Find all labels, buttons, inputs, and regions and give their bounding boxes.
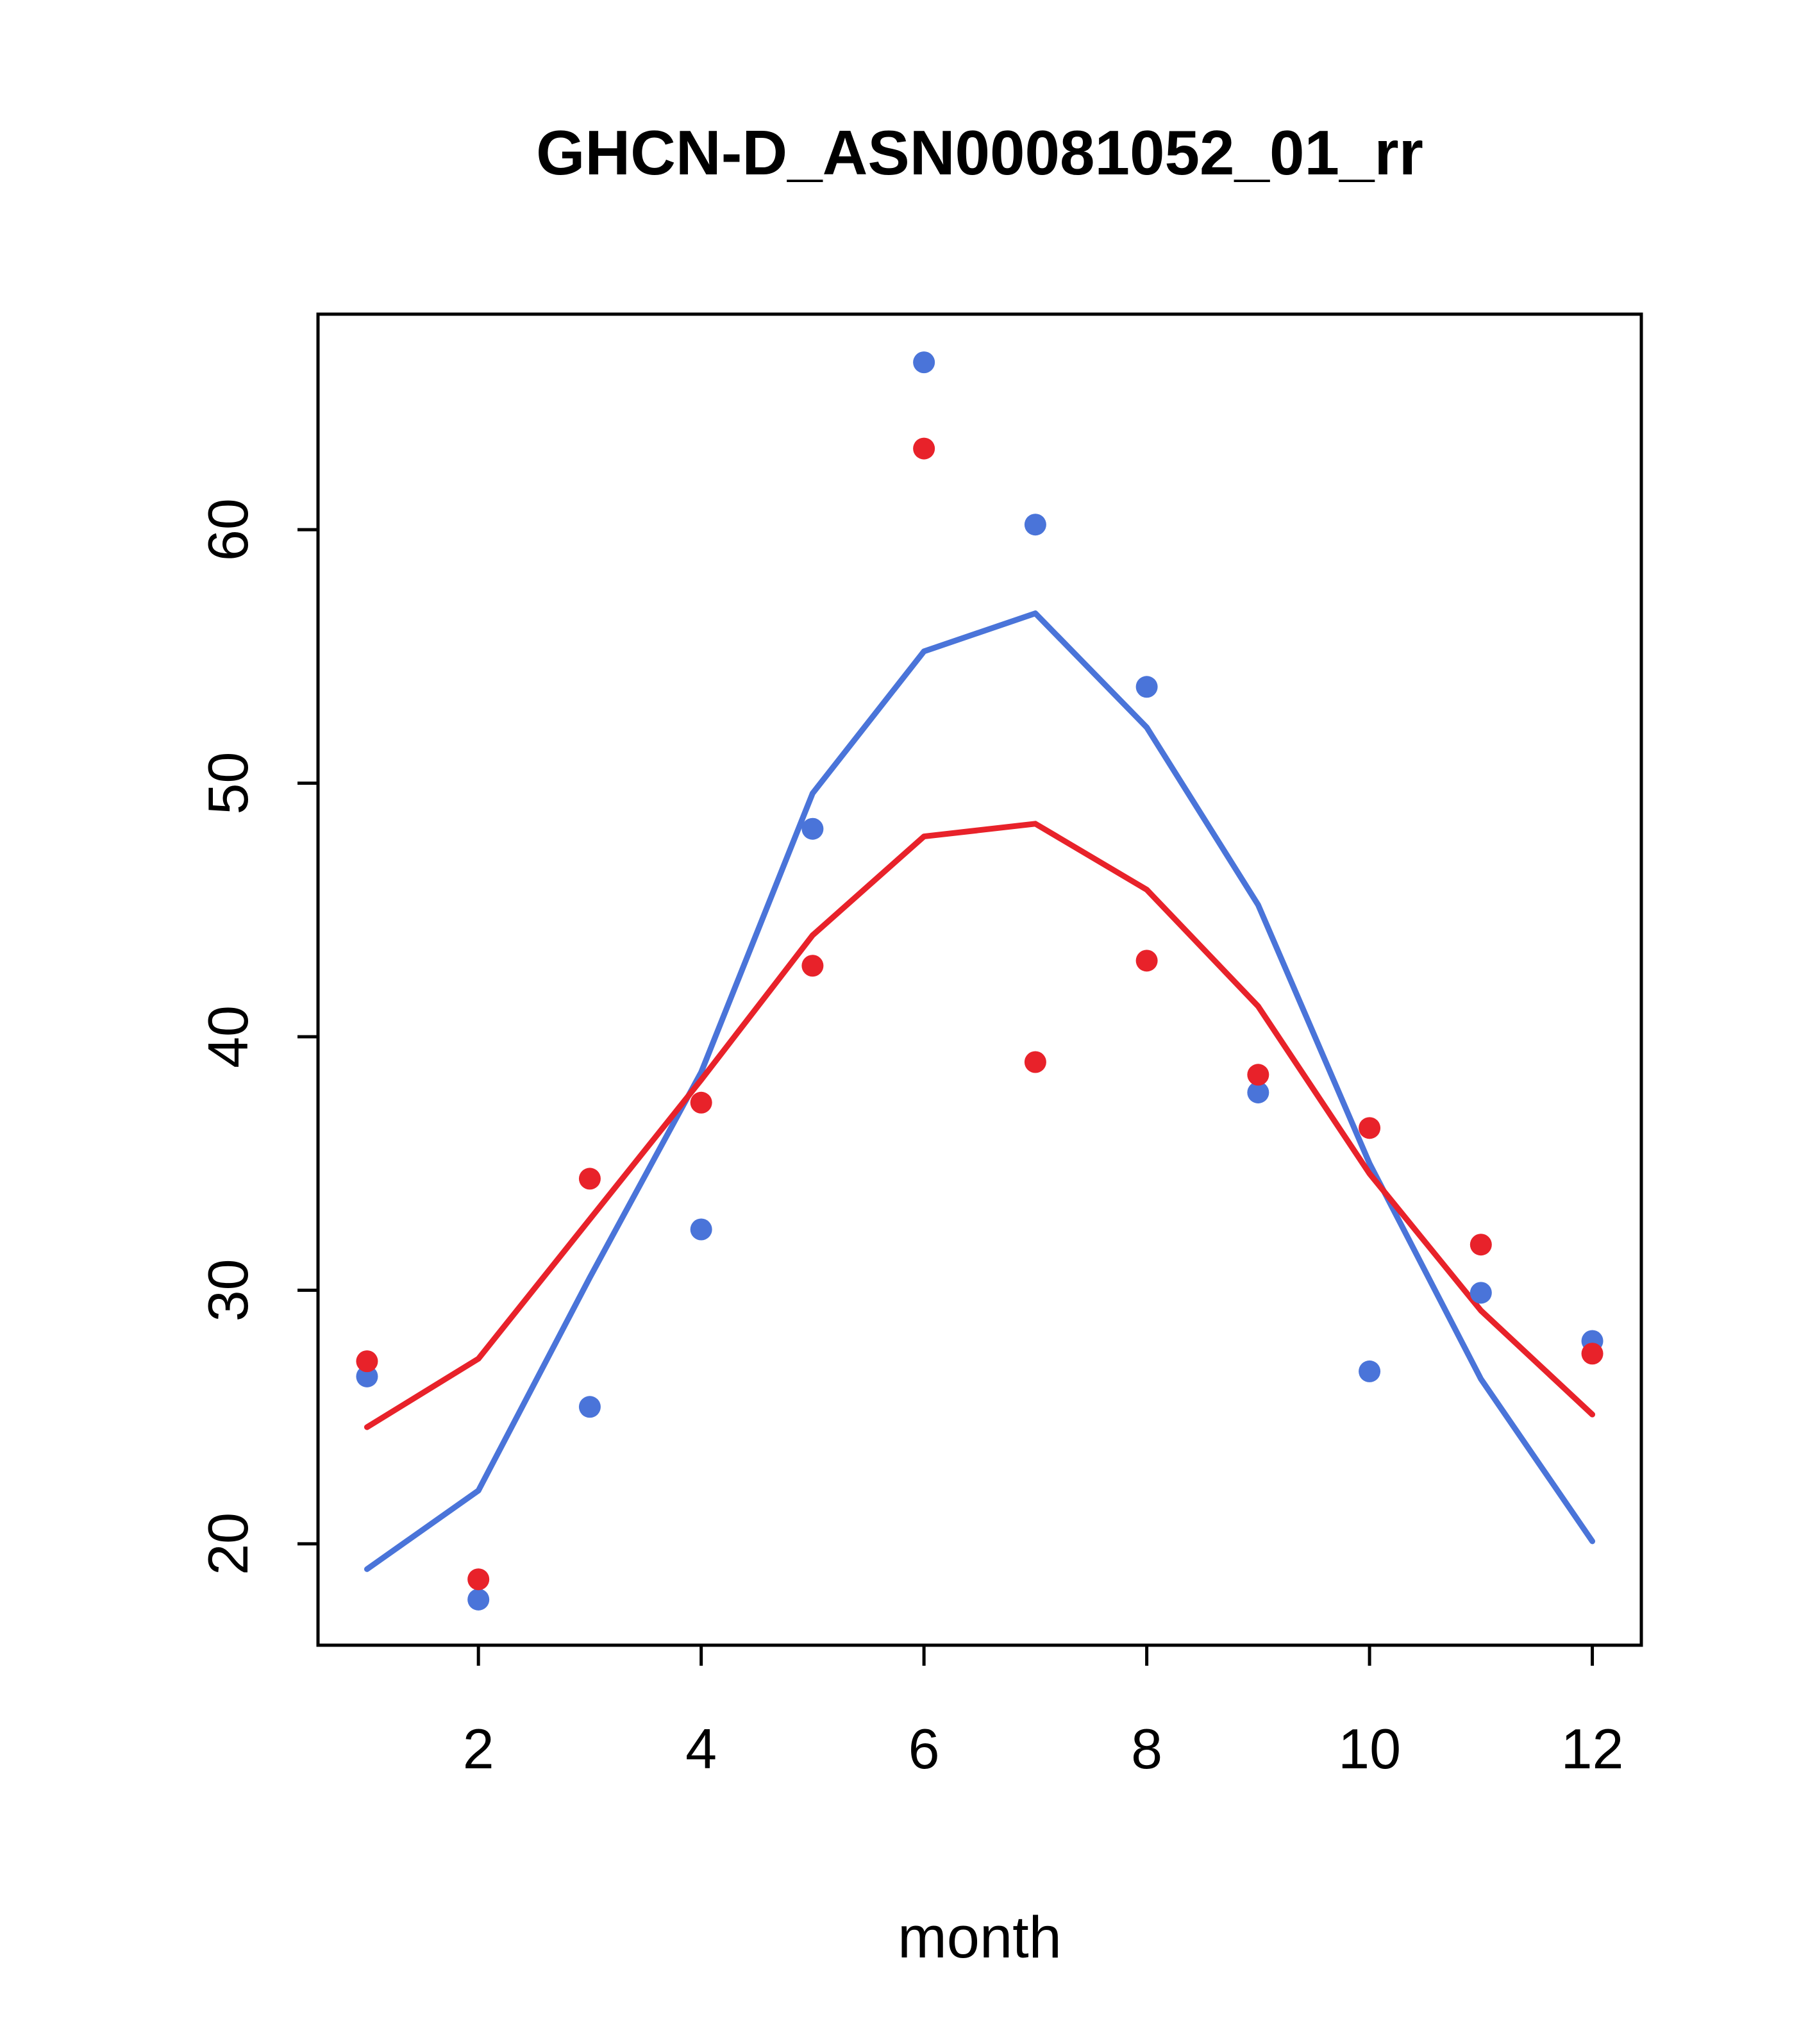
blue-points-marker <box>467 1588 490 1611</box>
x-tick-label: 6 <box>908 1717 940 1780</box>
y-tick-label: 30 <box>196 1259 260 1321</box>
plot-box <box>316 312 1643 1647</box>
red-points-marker <box>913 437 935 460</box>
red-points-marker <box>1581 1343 1603 1365</box>
y-tick-label: 60 <box>196 498 260 561</box>
red-points-marker <box>467 1568 490 1591</box>
blue-points-marker <box>1024 514 1046 536</box>
blue-points-marker <box>1247 1081 1269 1103</box>
blue-points-marker <box>356 1365 378 1387</box>
blue-points-marker <box>1359 1360 1381 1382</box>
red-points-marker <box>1470 1234 1492 1256</box>
chart-title: GHCN-D_ASN00081052_01_rr <box>536 117 1423 188</box>
red-line <box>364 821 1596 1430</box>
blue-points-marker <box>578 1396 601 1418</box>
x-axis-label: month <box>898 1905 1062 1970</box>
red-points-marker <box>578 1168 601 1190</box>
x-tick-label: 4 <box>685 1717 717 1780</box>
y-tick-label: 50 <box>196 752 260 815</box>
red-points-marker <box>1247 1064 1269 1086</box>
red-points-marker <box>801 955 824 977</box>
y-tick-label: 20 <box>196 1512 260 1575</box>
blue-points-marker <box>1135 676 1158 698</box>
blue-points-marker <box>690 1218 712 1241</box>
red-points-marker <box>1135 950 1158 972</box>
x-tick-label: 10 <box>1338 1717 1401 1780</box>
blue-points-marker <box>801 817 824 840</box>
x-tick-label: 12 <box>1561 1717 1624 1780</box>
blue-line <box>364 610 1596 1572</box>
blue-points-marker <box>1470 1282 1492 1304</box>
red-points-marker <box>690 1091 712 1114</box>
red-points-marker <box>356 1350 378 1373</box>
red-points-marker <box>1024 1051 1046 1073</box>
x-tick-label: 8 <box>1131 1717 1162 1780</box>
x-tick-label: 2 <box>463 1717 494 1780</box>
y-tick-label: 40 <box>196 1005 260 1068</box>
red-points-marker <box>1359 1117 1381 1139</box>
blue-points-marker <box>913 351 935 374</box>
